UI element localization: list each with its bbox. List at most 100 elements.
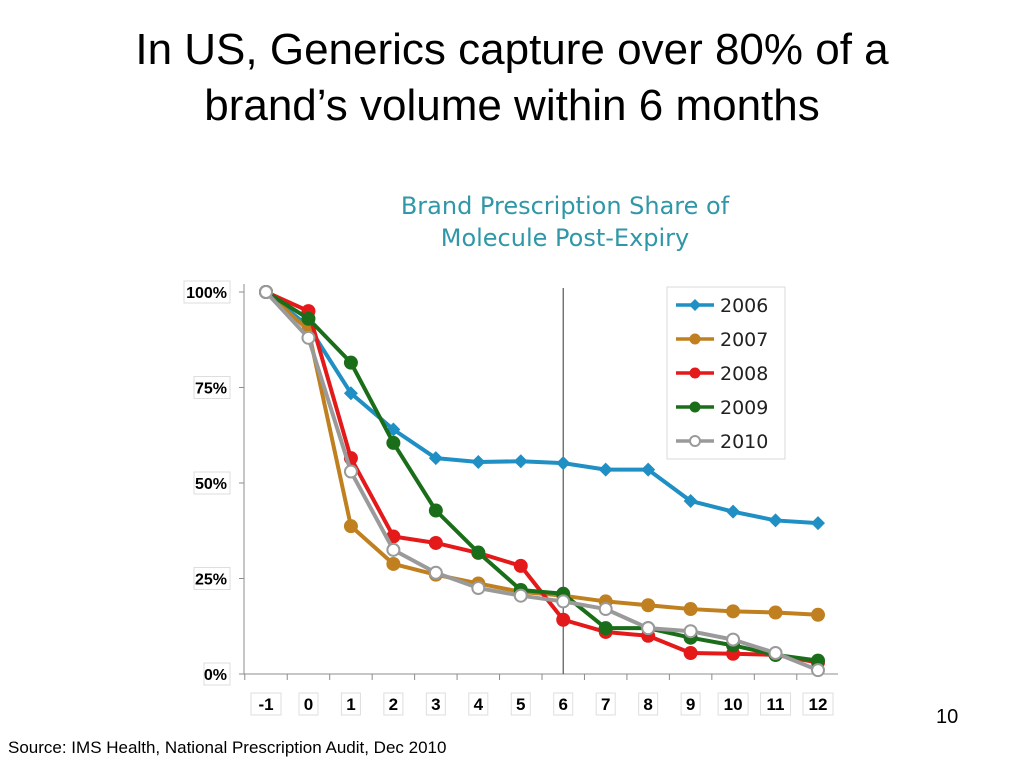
data-point — [683, 493, 698, 508]
x-tick-label-box — [553, 692, 574, 716]
data-point — [768, 645, 783, 660]
data-point — [513, 558, 528, 573]
y-tick-label: 100% — [186, 285, 227, 302]
data-point — [343, 519, 358, 534]
x-tick-label-box — [802, 692, 834, 716]
data-point — [428, 503, 443, 518]
data-point — [513, 454, 528, 469]
series-line — [264, 290, 819, 526]
data-point — [343, 355, 358, 370]
legend: 2006 2007 2008 2009 2010 — [666, 286, 786, 460]
slide-title-line-1: In US, Generics capture over 80% of a — [135, 25, 889, 74]
series-line — [264, 290, 819, 663]
data-point — [556, 612, 571, 627]
x-tick-label: 7 — [601, 695, 610, 714]
x-tick-label: 5 — [516, 695, 525, 714]
data-point — [726, 632, 741, 647]
data-point — [513, 588, 528, 603]
x-tick-label-box — [595, 692, 616, 716]
legend-label: 2010 — [720, 431, 768, 453]
x-tick-label: 12 — [809, 695, 828, 714]
x-tick-label-box — [340, 692, 361, 716]
data-point — [768, 605, 783, 620]
legend-item-2008: 2008 — [676, 363, 768, 385]
data-point — [343, 464, 358, 479]
data-point — [343, 386, 358, 401]
legend-item-2006: 2006 — [676, 295, 768, 317]
x-tick-label-box — [383, 692, 404, 716]
x-tick-label-box — [468, 692, 489, 716]
data-point — [259, 285, 273, 299]
data-point — [556, 456, 571, 471]
data-point — [641, 621, 656, 636]
data-point — [386, 542, 401, 557]
data-point — [471, 545, 486, 560]
y-tick-label: 25% — [195, 572, 227, 589]
x-tick-label-box — [250, 692, 282, 716]
data-point — [726, 504, 741, 519]
legend-item-2010: 2010 — [676, 431, 768, 453]
legend-marker — [689, 367, 701, 379]
legend-marker — [689, 299, 701, 311]
data-point — [683, 602, 698, 617]
x-tick-label: 0 — [304, 695, 313, 714]
x-tick-label-box — [680, 692, 701, 716]
x-tick-label-box — [298, 692, 319, 716]
data-point — [598, 621, 613, 636]
data-point — [386, 556, 401, 571]
x-tick-label-box — [638, 692, 659, 716]
legend-marker — [689, 401, 701, 413]
source-note: Source: IMS Health, National Prescriptio… — [8, 738, 447, 757]
data-point — [471, 581, 486, 596]
x-tick-label-box — [510, 692, 531, 716]
chart-title-line-2: Molecule Post-Expiry — [440, 224, 690, 252]
y-tick-label-box — [183, 280, 231, 304]
data-point — [641, 598, 656, 613]
chart-title: Brand Prescription Share of Molecule Pos… — [330, 190, 800, 254]
x-tick-label: -1 — [258, 695, 273, 714]
legend-label: 2008 — [720, 363, 768, 385]
legend-label: 2007 — [720, 329, 768, 351]
slide-title-line-2: brand’s volume within 6 months — [204, 81, 820, 130]
page-number: 10 — [936, 706, 959, 728]
x-tick-label: 6 — [558, 695, 567, 714]
data-point — [556, 594, 571, 609]
x-tick-label-box — [717, 692, 749, 716]
y-tick-label: 0% — [204, 667, 227, 684]
data-point — [428, 535, 443, 550]
data-point — [811, 663, 825, 678]
data-point — [811, 607, 825, 622]
data-point — [598, 462, 613, 477]
data-point — [726, 604, 741, 619]
x-tick-label-box — [760, 692, 792, 716]
data-point — [811, 516, 825, 531]
y-tick-label: 50% — [195, 476, 227, 493]
x-tick-label: 3 — [431, 695, 440, 714]
data-point — [768, 513, 783, 528]
legend-marker — [689, 435, 701, 447]
x-tick-label: 8 — [643, 695, 652, 714]
legend-item-2009: 2009 — [676, 397, 768, 419]
data-point — [683, 645, 698, 660]
data-point — [598, 602, 613, 617]
legend-label: 2006 — [720, 295, 768, 317]
x-tick-label: 4 — [474, 695, 484, 714]
data-point — [683, 624, 698, 639]
data-point — [428, 565, 443, 580]
y-tick-label-box — [203, 662, 231, 686]
data-point — [471, 454, 486, 469]
x-tick-label: 2 — [389, 695, 398, 714]
y-tick-label: 75% — [195, 381, 227, 398]
y-tick-label-box — [193, 376, 231, 399]
data-point — [428, 451, 443, 466]
y-tick-label-box — [193, 567, 231, 590]
data-point — [301, 311, 316, 326]
x-tick-label: 11 — [767, 695, 785, 714]
chart-title-line-1: Brand Prescription Share of — [400, 192, 730, 220]
x-tick-label: 10 — [724, 695, 743, 714]
series-2010 — [259, 285, 825, 678]
legend-label: 2009 — [720, 397, 768, 419]
x-tick-label: 1 — [346, 695, 355, 714]
legend-item-2007: 2007 — [676, 329, 768, 351]
